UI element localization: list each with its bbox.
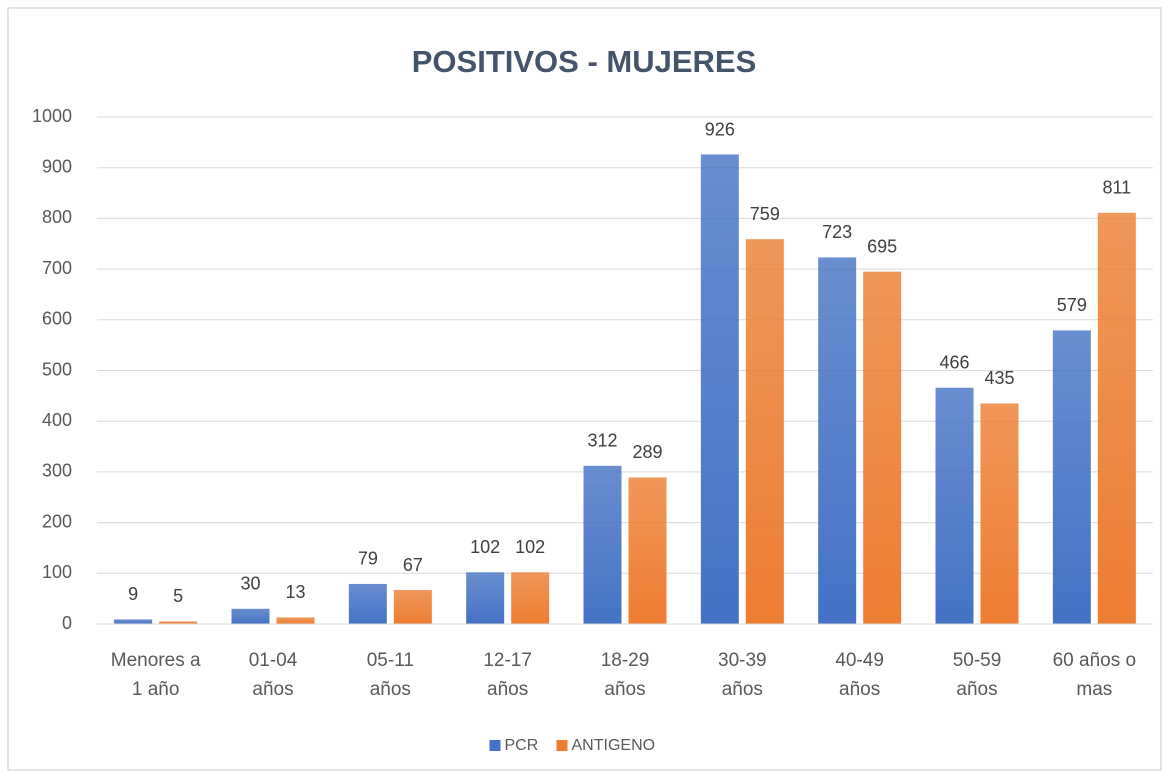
legend-swatch bbox=[489, 740, 501, 751]
data-label: 102 bbox=[515, 537, 545, 557]
legend-label: PCR bbox=[505, 737, 539, 754]
bar bbox=[1097, 212, 1136, 624]
bar bbox=[511, 572, 550, 624]
bar bbox=[980, 403, 1019, 624]
y-tick-label: 0 bbox=[62, 613, 72, 633]
bar bbox=[159, 621, 198, 624]
bar bbox=[393, 590, 432, 624]
bar bbox=[583, 465, 622, 624]
x-tick-label: 18-29 años bbox=[600, 650, 650, 700]
bar bbox=[1052, 330, 1091, 624]
y-tick-label: 900 bbox=[42, 156, 72, 176]
data-label: 811 bbox=[1102, 178, 1131, 198]
data-label: 13 bbox=[285, 582, 305, 602]
y-tick-label: 200 bbox=[42, 511, 72, 531]
x-tick-label: Menores a 1 año bbox=[110, 650, 201, 700]
data-label: 289 bbox=[632, 442, 662, 462]
y-tick-label: 700 bbox=[42, 258, 72, 278]
y-tick-label: 800 bbox=[42, 207, 72, 227]
x-tick-label: 50-59 años bbox=[952, 650, 1002, 700]
legend-swatch bbox=[556, 740, 568, 751]
chart-title: POSITIVOS - MUJERES bbox=[412, 44, 757, 79]
legend-label: ANTIGENO bbox=[572, 737, 656, 754]
bar bbox=[935, 387, 974, 624]
x-tick-label: 60 años o mas bbox=[1052, 650, 1137, 700]
bar bbox=[700, 154, 739, 624]
x-tick-label: 40-49 años bbox=[835, 650, 884, 700]
y-tick-label: 600 bbox=[42, 309, 72, 329]
y-tick-label: 100 bbox=[42, 562, 72, 582]
data-label: 312 bbox=[587, 431, 617, 451]
bar bbox=[628, 477, 667, 624]
data-label: 102 bbox=[470, 537, 500, 557]
data-label: 30 bbox=[240, 574, 260, 594]
bar bbox=[863, 271, 902, 624]
bar bbox=[348, 583, 387, 624]
bar bbox=[231, 608, 270, 624]
y-tick-label: 400 bbox=[42, 410, 72, 430]
data-label: 466 bbox=[939, 352, 969, 372]
x-tick-label: 01-04 años bbox=[248, 650, 298, 700]
y-tick-label: 500 bbox=[42, 359, 72, 379]
bar bbox=[818, 257, 857, 624]
data-label: 723 bbox=[822, 222, 852, 242]
data-label: 5 bbox=[173, 586, 183, 606]
data-label: 67 bbox=[403, 555, 423, 575]
x-tick-label: 12-17 años bbox=[483, 650, 532, 700]
data-label: 579 bbox=[1057, 295, 1087, 315]
y-tick-label: 300 bbox=[42, 461, 72, 481]
bar bbox=[276, 617, 315, 624]
y-tick-label: 1000 bbox=[32, 106, 72, 126]
bar bbox=[745, 239, 784, 624]
data-label: 695 bbox=[867, 236, 897, 256]
data-label: 926 bbox=[705, 119, 735, 139]
bar bbox=[114, 619, 153, 624]
data-label: 435 bbox=[984, 368, 1014, 388]
x-tick-label: 30-39 años bbox=[718, 650, 767, 700]
x-tick-label: 05-11 años bbox=[366, 650, 414, 700]
bar bbox=[466, 572, 505, 624]
data-label: 79 bbox=[358, 549, 378, 569]
data-label: 759 bbox=[750, 204, 780, 224]
data-label: 9 bbox=[128, 584, 138, 604]
